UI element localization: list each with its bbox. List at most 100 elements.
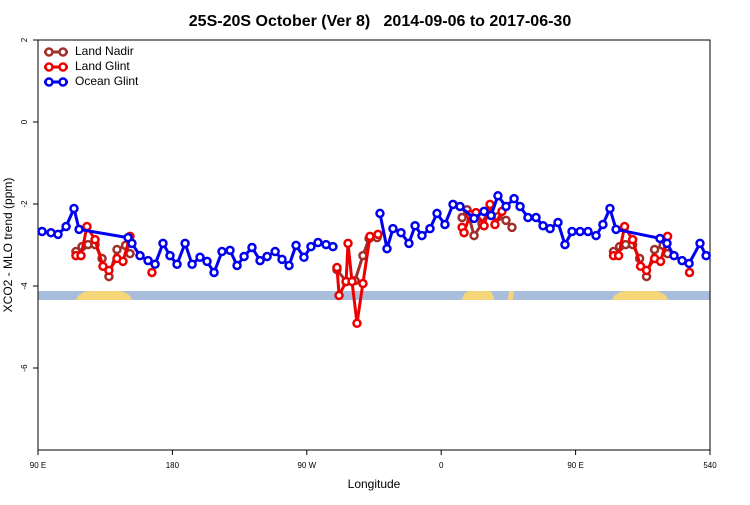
x-tick-label: 180 [166, 461, 180, 470]
data-point [328, 241, 338, 252]
data-point [635, 261, 646, 272]
data-point [225, 245, 235, 256]
data-point [509, 193, 519, 204]
data-point [247, 242, 257, 253]
data-point [74, 224, 84, 235]
data-point [291, 240, 301, 251]
data-point [150, 259, 160, 270]
data-point [396, 227, 406, 238]
data-point [695, 238, 705, 249]
data-point [334, 290, 344, 301]
data-point [277, 254, 287, 265]
legend-label: Land Nadir [75, 44, 134, 58]
data-point [459, 227, 469, 238]
data-point [313, 237, 323, 248]
data-point [343, 238, 353, 249]
data-point [417, 230, 427, 241]
data-point [143, 255, 153, 266]
data-point [655, 233, 665, 244]
data-point [332, 262, 342, 273]
y-tick-label: -4 [20, 282, 29, 290]
data-point [531, 212, 541, 223]
data-point [61, 221, 71, 232]
data-point [425, 223, 435, 234]
legend-marker [44, 62, 54, 72]
data-point [701, 250, 711, 261]
x-tick-label: 540 [703, 461, 717, 470]
data-point [440, 219, 450, 230]
data-point [662, 238, 672, 249]
legend-marker [58, 77, 68, 87]
data-point [255, 255, 265, 266]
data-point [195, 252, 205, 263]
data-point [684, 258, 694, 269]
data-point [493, 191, 503, 201]
data-point [404, 238, 414, 249]
data-point [112, 244, 122, 255]
plot-frame [37, 39, 711, 451]
data-point [135, 250, 145, 261]
data-point [507, 222, 517, 233]
data-point [641, 265, 652, 276]
data-point [127, 238, 137, 249]
data-point [202, 256, 212, 267]
data-point [76, 250, 86, 261]
land-strip [76, 290, 132, 300]
data-point [490, 219, 500, 230]
data-point [545, 223, 555, 234]
legend-marker [58, 62, 68, 72]
data-point [209, 267, 219, 278]
y-tick-label: -6 [20, 364, 29, 372]
data-point [365, 231, 375, 242]
data-point [553, 217, 563, 228]
data-point [457, 212, 467, 223]
data-point [158, 238, 168, 249]
data-point [501, 201, 511, 212]
data-point [98, 261, 108, 272]
x-tick-label: 90 W [297, 461, 316, 470]
data-point [299, 252, 309, 263]
data-point [270, 246, 280, 257]
y-tick-label: -2 [20, 200, 29, 208]
data-point [432, 208, 442, 219]
data-point [125, 248, 135, 259]
y-tick-label: 0 [20, 119, 29, 124]
data-point [469, 213, 479, 224]
data-point [479, 206, 489, 217]
data-point [284, 260, 294, 271]
data-point [684, 267, 695, 278]
data-point [388, 223, 398, 234]
data-point [187, 259, 197, 270]
data-point [560, 239, 570, 250]
data-point [118, 256, 128, 267]
data-point [239, 251, 249, 262]
data-point [382, 243, 392, 254]
data-point [69, 203, 79, 214]
legend-label: Land Glint [75, 59, 130, 73]
legend-label: Ocean Glint [75, 74, 139, 88]
data-point [347, 276, 357, 287]
y-tick-label: 2 [20, 37, 29, 42]
data-point [232, 260, 242, 271]
data-point [358, 278, 368, 289]
data-point [37, 226, 47, 237]
legend-marker [44, 47, 54, 57]
data-point [469, 230, 479, 241]
data-point [567, 226, 577, 237]
land-strip [462, 291, 494, 300]
data-point [486, 210, 496, 221]
data-point [90, 234, 100, 245]
data-point [611, 224, 621, 235]
land-strip [508, 291, 514, 300]
ocean-strip [38, 291, 710, 300]
data-point [523, 212, 533, 223]
data-point [53, 229, 63, 240]
x-tick-label: 0 [439, 461, 444, 470]
data-point [619, 221, 630, 232]
data-point [515, 201, 525, 212]
data-point [172, 259, 182, 270]
data-point [217, 246, 227, 257]
y-axis-label: XCO2 - MLO trend (ppm) [1, 178, 15, 313]
